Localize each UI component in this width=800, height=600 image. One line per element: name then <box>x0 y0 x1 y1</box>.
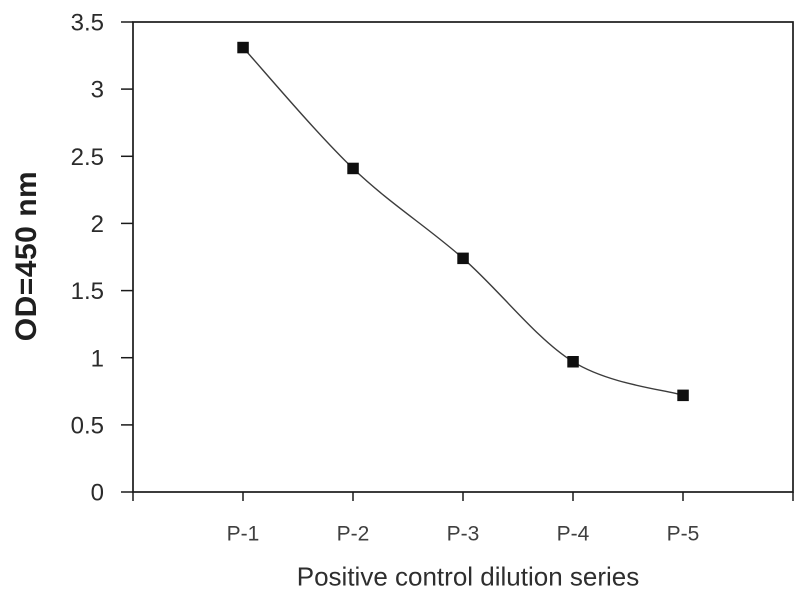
x-tick-label: P-2 <box>337 523 370 546</box>
y-tick-label: 0.5 <box>71 413 104 440</box>
x-axis-title: Positive control dilution series <box>296 561 640 592</box>
y-tick-label: 1.5 <box>71 278 104 305</box>
data-point-marker <box>237 41 249 54</box>
y-tick-label: 2.5 <box>71 144 104 171</box>
y-tick-label: 0 <box>91 480 104 507</box>
x-tick-label: P-3 <box>447 523 480 546</box>
data-point-marker <box>567 356 579 368</box>
y-tick-label: 2 <box>91 211 104 238</box>
x-tick-label: P-1 <box>227 523 260 546</box>
x-tick-label: P-5 <box>667 523 700 546</box>
data-point-marker <box>457 252 469 265</box>
data-point-marker <box>347 162 359 175</box>
data-point-marker <box>677 389 689 402</box>
y-tick-label: 3 <box>91 77 104 104</box>
x-tick-label: P-4 <box>557 523 590 546</box>
series-line <box>242 46 684 396</box>
y-tick-label: 3.5 <box>71 10 104 37</box>
y-tick-label: 1 <box>91 345 104 372</box>
